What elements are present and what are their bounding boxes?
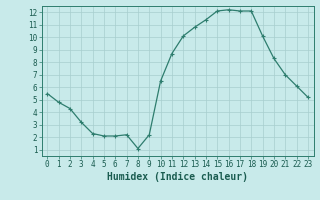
X-axis label: Humidex (Indice chaleur): Humidex (Indice chaleur) bbox=[107, 172, 248, 182]
